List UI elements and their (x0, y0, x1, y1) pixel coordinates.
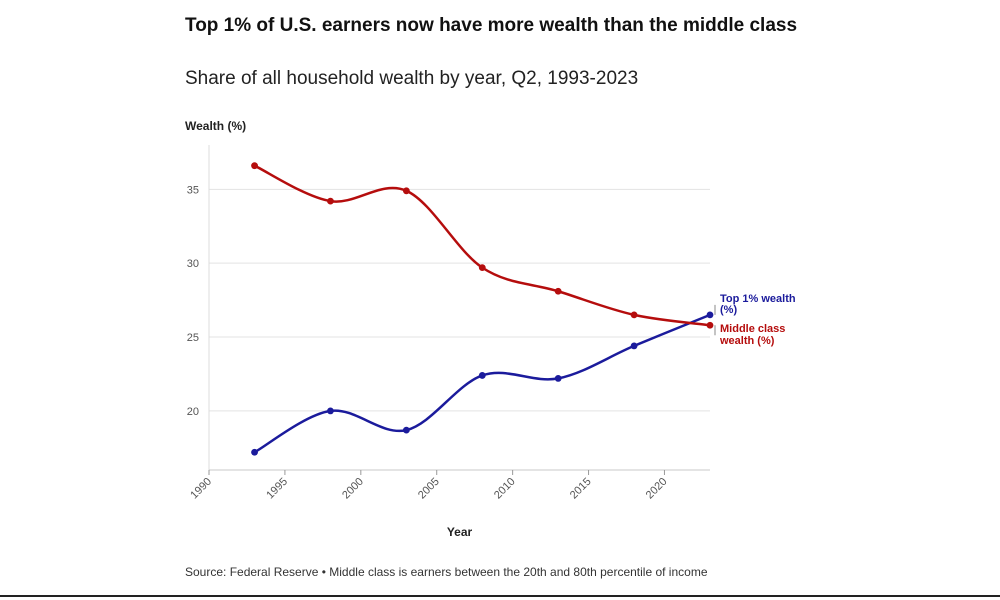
y-tick-label: 25 (187, 332, 199, 344)
x-tick-label: 2020 (644, 476, 670, 502)
x-tick-label: 2015 (568, 476, 594, 502)
x-tick-label: 2010 (492, 476, 518, 502)
data-point (327, 197, 334, 205)
data-point (706, 311, 714, 319)
y-tick-label: 35 (187, 184, 199, 196)
data-point (706, 321, 714, 329)
y-tick-label: 20 (187, 406, 199, 418)
series-label-top1: Top 1% wealth (720, 293, 796, 305)
data-point (478, 372, 486, 379)
x-tick-label: 1990 (188, 476, 214, 502)
x-tick-label: 2000 (340, 476, 366, 502)
data-point (630, 342, 638, 350)
x-tick-label: 2005 (416, 476, 442, 502)
bottom-divider (0, 595, 1000, 597)
chart-subtitle: Share of all household wealth by year, Q… (185, 68, 639, 89)
data-point (327, 407, 334, 415)
data-point (554, 375, 562, 382)
data-point (478, 264, 486, 272)
series-label-middle: wealth (%) (719, 335, 775, 347)
y-tick-label: 30 (187, 258, 199, 270)
y-axis-title: Wealth (%) (185, 119, 247, 133)
chart-title: Top 1% of U.S. earners now have more wea… (185, 15, 798, 36)
data-point (630, 311, 638, 319)
x-tick-label: 1995 (264, 476, 290, 502)
data-point (251, 162, 258, 170)
series-label-middle: Middle class (720, 323, 785, 335)
series-label-top1: (%) (720, 304, 737, 316)
x-axis-title: Year (447, 525, 473, 539)
series-line-0 (253, 313, 712, 454)
data-point (402, 187, 410, 195)
data-point (402, 426, 410, 434)
source-note: Source: Federal Reserve • Middle class i… (185, 565, 708, 579)
data-point (251, 448, 258, 456)
data-point (554, 287, 562, 295)
